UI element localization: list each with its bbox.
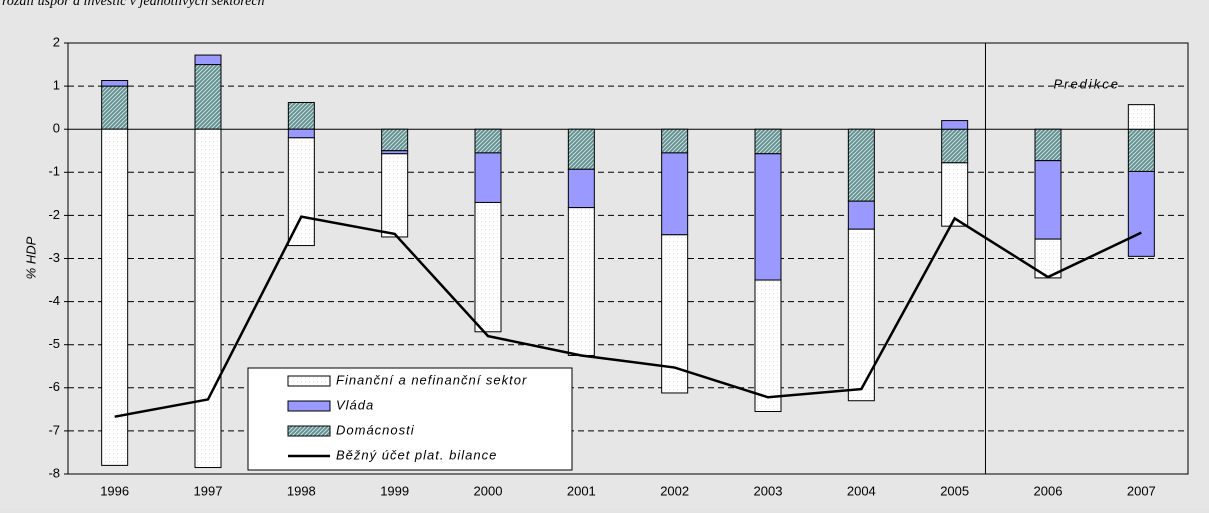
x-tick-label: 2000: [474, 483, 503, 498]
bar-segment: [567, 207, 595, 356]
bar-segment: [287, 101, 315, 130]
bar-segment: [381, 153, 409, 238]
bar-segment: [101, 85, 129, 130]
legend-swatch: [287, 400, 331, 412]
bar-segment: [101, 128, 129, 466]
x-tick-label: 2006: [1034, 483, 1063, 498]
bar-segment: [567, 168, 595, 209]
bar-segment: [474, 128, 502, 154]
bar-segment: [847, 200, 875, 230]
y-tick-label: -1: [48, 164, 60, 179]
bar-segment: [1034, 128, 1062, 162]
bar-segment: [661, 128, 689, 154]
legend-label: Finanční a nefinanční sektor: [336, 372, 527, 387]
y-tick-label: -5: [48, 336, 60, 351]
bar-segment: [661, 152, 689, 236]
legend-swatch: [287, 375, 331, 387]
y-tick-label: -4: [48, 293, 60, 308]
x-tick-label: 2007: [1127, 483, 1156, 498]
x-tick-label: 1998: [287, 483, 316, 498]
legend-label: Běžný účet plat. bilance: [336, 447, 497, 462]
y-tick-label: 0: [53, 121, 60, 136]
legend-swatch: [287, 425, 331, 437]
legend-box: [247, 367, 573, 471]
x-tick-label: 2001: [567, 483, 596, 498]
bar-segment: [474, 152, 502, 203]
bar-segment: [941, 128, 969, 164]
y-tick-label: 1: [53, 78, 60, 93]
y-tick-label: -2: [48, 207, 60, 222]
y-tick-label: -6: [48, 379, 60, 394]
x-tick-label: 2004: [847, 483, 876, 498]
x-tick-label: 1999: [380, 483, 409, 498]
y-tick-label: 2: [53, 34, 60, 49]
x-tick-label: 1996: [100, 483, 129, 498]
x-tick-label: 1997: [194, 483, 223, 498]
bar-segment: [1127, 104, 1155, 130]
y-axis-label: % HDP: [23, 236, 38, 279]
bar-segment: [754, 153, 782, 281]
x-tick-label: 2005: [940, 483, 969, 498]
x-tick-label: 2003: [754, 483, 783, 498]
bar-segment: [941, 120, 969, 130]
bar-segment: [287, 128, 315, 139]
legend-label: Domácnosti: [336, 422, 415, 437]
forecast-box: [984, 42, 1189, 475]
bar-segment: [101, 79, 129, 87]
y-tick-label: -8: [48, 465, 60, 480]
bar-segment: [194, 64, 222, 130]
bar-segment: [194, 54, 222, 66]
y-tick-label: -3: [48, 250, 60, 265]
annotation: Predikce: [1053, 76, 1120, 91]
legend-label: Vláda: [336, 397, 374, 412]
bar-segment: [1127, 128, 1155, 172]
bar-segment: [474, 201, 502, 333]
bar-segment: [567, 128, 595, 170]
x-tick-label: 2002: [660, 483, 689, 498]
bar-segment: [287, 137, 315, 247]
y-tick-label: -7: [48, 422, 60, 437]
bar-segment: [847, 128, 875, 202]
chart-subtitle: rozdíl úspor a investic v jednotlivých s…: [2, 0, 265, 9]
bar-segment: [381, 128, 409, 152]
bar-segment: [194, 128, 222, 469]
bar-segment: [1127, 170, 1155, 257]
bar-segment: [754, 128, 782, 155]
bar-segment: [1034, 160, 1062, 240]
line-series: [114, 215, 1142, 418]
bar-segment: [754, 279, 782, 413]
bar-segment: [941, 162, 969, 227]
